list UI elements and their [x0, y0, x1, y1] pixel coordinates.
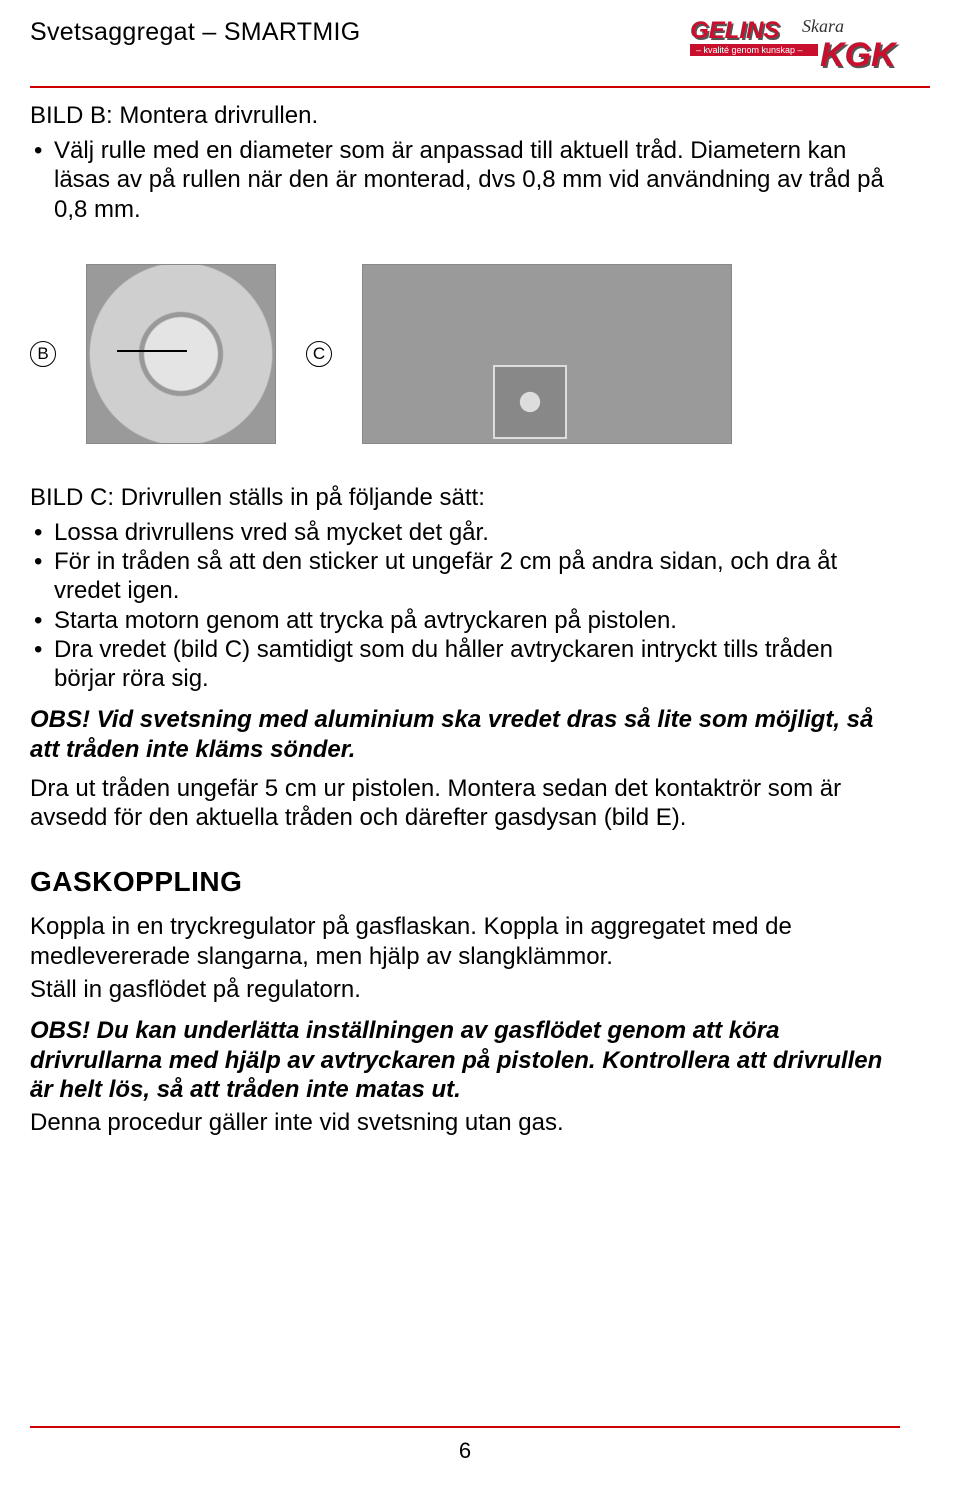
- footer-rule: [30, 1426, 900, 1428]
- list-item: För in tråden så att den sticker ut unge…: [30, 547, 900, 606]
- list-item: Lossa drivrullens vred så mycket det går…: [30, 518, 900, 547]
- logo-script: Skara: [802, 18, 844, 36]
- header-title: Svetsaggregat – SMARTMIG: [30, 18, 360, 47]
- gaskoppling-obs: OBS! Du kan underlätta inställningen av …: [30, 1016, 900, 1104]
- bild-c-title: BILD C: Drivrullen ställs in på följande…: [30, 484, 900, 512]
- page-content: BILD B: Montera drivrullen. Välj rulle m…: [0, 88, 960, 1137]
- figure-label-b: B: [30, 341, 56, 367]
- figure-label-c: C: [306, 341, 332, 367]
- figure-row: B C: [30, 264, 900, 444]
- gaskoppling-title: GASKOPPLING: [30, 866, 900, 898]
- bild-b-bullets: Välj rulle med en diameter som är anpass…: [30, 136, 900, 224]
- logo-text-top: GELINS: [690, 18, 779, 44]
- list-item: Dra vredet (bild C) samtidigt som du hål…: [30, 635, 900, 694]
- page-footer: 6: [30, 1426, 900, 1464]
- page-header: Svetsaggregat – SMARTMIG GELINS GELINS S…: [0, 0, 960, 80]
- figure-b-image: [86, 264, 276, 444]
- brand-logo: GELINS GELINS Skara – kvalité genom kuns…: [690, 18, 900, 80]
- page-number: 6: [30, 1438, 900, 1464]
- gelins-kgk-logo-icon: GELINS GELINS Skara – kvalité genom kuns…: [690, 18, 900, 80]
- bild-c-after: Dra ut tråden ungefär 5 cm ur pistolen. …: [30, 774, 900, 833]
- gaskoppling-p2: Ställ in gasflödet på regulatorn.: [30, 975, 900, 1004]
- list-item: Välj rulle med en diameter som är anpass…: [30, 136, 900, 224]
- bild-c-obs: OBS! Vid svetsning med aluminium ska vre…: [30, 705, 900, 764]
- logo-tagline: – kvalité genom kunskap –: [696, 45, 803, 55]
- list-item: Starta motorn genom att trycka på avtryc…: [30, 606, 900, 635]
- bild-c-bullets: Lossa drivrullens vred så mycket det går…: [30, 518, 900, 694]
- gaskoppling-p1: Koppla in en tryckregulator på gasflaska…: [30, 912, 900, 971]
- gaskoppling-p3: Denna procedur gäller inte vid svetsning…: [30, 1108, 900, 1137]
- bild-b-title: BILD B: Montera drivrullen.: [30, 102, 900, 130]
- figure-c-image: [362, 264, 732, 444]
- logo-text-bottom: KGK: [820, 36, 898, 74]
